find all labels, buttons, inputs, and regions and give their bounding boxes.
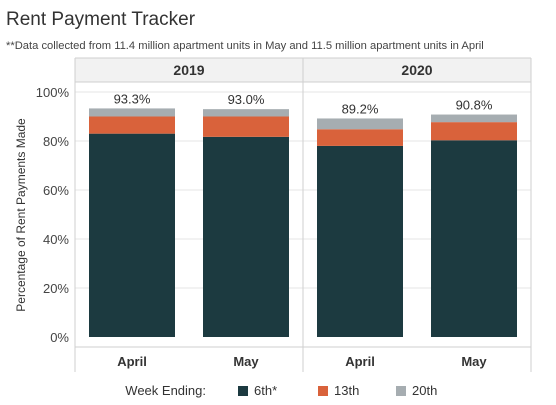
bar-segment-6th: [317, 145, 403, 337]
y-tick-label: 40%: [43, 232, 69, 247]
bar-segment-6th: [89, 133, 175, 337]
facet-header-bg: [303, 58, 531, 82]
x-tick-label: April: [117, 354, 147, 369]
y-tick-label: 80%: [43, 134, 69, 149]
bar-segment-6th: [431, 140, 517, 337]
x-tick-label: April: [345, 354, 375, 369]
chart-title: Rent Payment Tracker: [6, 9, 196, 30]
plot-area: 2019 2020 0% 20% 40% 60% 80% 100% 93.3% April 93.0…: [36, 57, 532, 372]
bar-segment-20th: [431, 114, 517, 123]
bar-total-label: 89.2%: [342, 101, 379, 116]
y-tick-label: 100%: [36, 85, 70, 100]
y-tick-label: 0%: [50, 330, 69, 345]
bar-segment-13th: [203, 116, 289, 137]
legend-item-label: 6th*: [254, 383, 277, 398]
facet-header-bg: [75, 58, 303, 82]
facet-header-label: 2020: [401, 62, 432, 78]
bar-segment-13th: [317, 129, 403, 146]
legend-item-label: 20th: [412, 383, 437, 398]
legend-title: Week Ending:: [125, 383, 206, 398]
legend-swatch: [238, 386, 248, 396]
y-tick-label: 60%: [43, 183, 69, 198]
legend-swatch: [396, 386, 406, 396]
bar-segment-13th: [89, 116, 175, 134]
legend: Week Ending: 6th* 13th 20th: [125, 383, 437, 398]
y-axis-label: Percentage of Rent Payments Made: [14, 118, 28, 312]
bar-segment-13th: [431, 122, 517, 141]
legend-swatch: [318, 386, 328, 396]
x-tick-label: May: [461, 354, 487, 369]
bar-total-label: 93.3%: [114, 91, 151, 106]
bar-segment-6th: [203, 136, 289, 337]
bar-segment-20th: [317, 118, 403, 130]
x-tick-label: May: [233, 354, 259, 369]
chart-subtitle: **Data collected from 11.4 million apart…: [6, 40, 484, 52]
bar-segment-20th: [203, 109, 289, 117]
bar-total-label: 90.8%: [456, 98, 493, 113]
bar-segment-20th: [89, 108, 175, 117]
legend-item-label: 13th: [334, 383, 359, 398]
facet-header-label: 2019: [173, 62, 204, 78]
y-tick-label: 20%: [43, 281, 69, 296]
bar-total-label: 93.0%: [228, 92, 265, 107]
